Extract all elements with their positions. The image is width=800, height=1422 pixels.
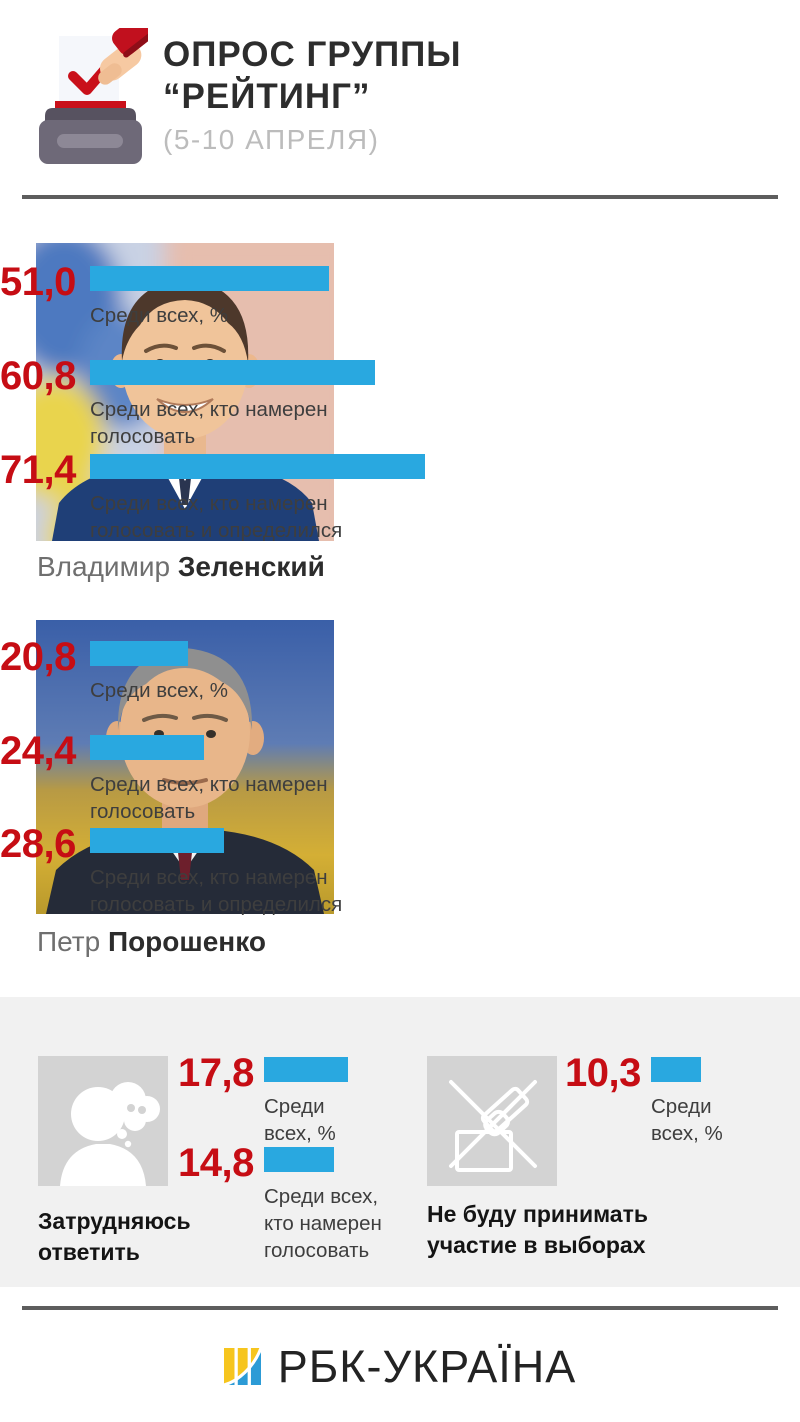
- stat-label: Среди всех, %: [264, 1095, 336, 1146]
- stat-value: 14,8: [178, 1141, 254, 1185]
- stat-label: Среди всех, кто намерен голосовать и опр…: [90, 866, 343, 917]
- stat-row: 20,8 Среди всех, %: [0, 637, 390, 704]
- candidate-name-zelensky: Владимир Зеленский: [37, 551, 325, 583]
- stat-bar: [651, 1057, 701, 1082]
- rbc-logo-mark: [223, 1348, 261, 1385]
- stat-row: 17,8 Среди всех, %: [178, 1053, 359, 1147]
- stat-label: Среди всех, %: [90, 304, 228, 327]
- rbc-logo-text: РБК-УКРАЇНА: [277, 1341, 577, 1392]
- stat-row: 71,4 Среди всех, кто намерен голосовать …: [0, 450, 425, 544]
- stat-value: 28,6: [0, 822, 76, 866]
- stat-row: 51,0 Среди всех, %: [0, 262, 390, 329]
- header-divider: [22, 195, 778, 199]
- candidate-name-poroshenko: Петр Порошенко: [37, 926, 266, 958]
- stat-bar: [264, 1147, 334, 1172]
- stat-bar: [90, 454, 425, 479]
- rbc-ukraine-logo: РБК-УКРАЇНА: [0, 1344, 800, 1389]
- header-titles: ОПРОС ГРУППЫ “РЕЙТИНГ” (5-10 АПРЕЛЯ): [163, 34, 462, 156]
- page-title-line1: ОПРОС ГРУППЫ: [163, 35, 462, 74]
- stat-bar: [90, 360, 375, 385]
- page-subtitle: (5-10 АПРЕЛЯ): [163, 124, 380, 155]
- ballot-box-hand-icon: [39, 28, 148, 164]
- person-thinking-icon: [60, 1082, 160, 1186]
- footer-divider: [22, 1306, 778, 1310]
- candidate-first-name: Петр: [37, 926, 101, 957]
- stat-row: 24,4 Среди всех, кто намерен голосовать: [0, 731, 390, 825]
- abstain-icon-tile: [427, 1056, 557, 1186]
- stat-bar: [90, 735, 204, 760]
- stat-value: 24,4: [0, 729, 76, 773]
- stat-value: 60,8: [0, 354, 76, 398]
- stat-value: 51,0: [0, 260, 76, 304]
- stat-value: 20,8: [0, 635, 76, 679]
- stat-label: Среди всех, %: [651, 1095, 723, 1146]
- stat-bar: [264, 1057, 348, 1082]
- candidate-last-name: Зеленский: [177, 551, 325, 582]
- stat-value: 17,8: [178, 1051, 254, 1095]
- stat-label: Среди всех, кто намерен голосовать и опр…: [90, 492, 343, 543]
- page-title-line2: “РЕЙТИНГ”: [163, 77, 371, 116]
- stat-row: 14,8 Среди всех, кто намерен голосовать: [178, 1143, 399, 1264]
- candidate-first-name: Владимир: [37, 551, 171, 582]
- undecided-icon-tile: [38, 1056, 168, 1186]
- stat-row: 28,6 Среди всех, кто намерен голосовать …: [0, 824, 390, 918]
- stat-label: Среди всех, кто намерен голосовать: [90, 398, 328, 449]
- stat-bar: [90, 828, 224, 853]
- no-vote-crossed-icon: [449, 1080, 537, 1172]
- stat-bar: [90, 641, 188, 666]
- poroshenko-photo: [36, 620, 334, 914]
- candidate-last-name: Порошенко: [107, 926, 266, 957]
- stat-label: Среди всех, кто намерен голосовать: [264, 1185, 382, 1263]
- abstain-caption: Не буду принимать участие в выборах: [427, 1201, 648, 1259]
- stat-bar: [90, 266, 329, 291]
- stat-label: Среди всех, кто намерен голосовать: [90, 773, 328, 824]
- undecided-caption: Затрудняюсь ответить: [38, 1208, 191, 1266]
- stat-label: Среди всех, %: [90, 679, 228, 702]
- stat-value: 10,3: [565, 1051, 641, 1095]
- stat-value: 71,4: [0, 448, 76, 492]
- stat-row: 10,3 Среди всех, %: [565, 1053, 746, 1147]
- stat-row: 60,8 Среди всех, кто намерен голосовать: [0, 356, 390, 450]
- zelensky-photo: [36, 243, 334, 541]
